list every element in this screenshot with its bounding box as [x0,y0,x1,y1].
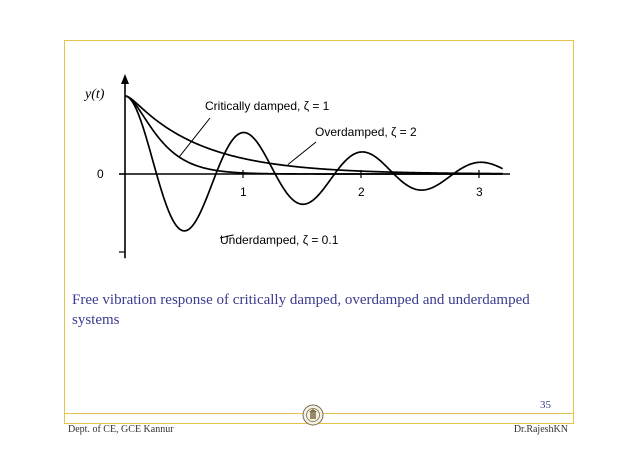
y-axis-label: y(t) [83,87,105,102]
x-tick-label: 3 [476,185,483,199]
series-line-1 [124,95,503,175]
series-line-3 [124,95,503,232]
footer-author: Dr.RajeshKN [513,424,568,435]
y-tick-label: 0 [97,167,104,181]
annotation-1: Critically damped, ζ = 1 [205,99,330,113]
annotation-3: Underdamped, ζ = 0.1 [220,233,339,247]
annotation-leader [219,234,234,239]
x-tick-label: 2 [358,185,365,199]
figure-caption: Free vibration response of critically da… [72,292,530,328]
slide-number: 35 [540,399,551,411]
annotation-leader [287,141,317,166]
damping-response-chart: 1230ty(t)Critically damped, ζ = 1Overdam… [83,74,510,259]
annotation-2: Overdamped, ζ = 2 [315,125,417,139]
college-seal-icon [302,404,324,426]
footer-department: Dept. of CE, GCE Kannur [68,424,174,435]
x-tick-label: 1 [240,185,247,199]
annotation-leader [178,117,211,158]
series-line-2 [124,95,503,175]
y-axis-arrow [121,74,129,84]
